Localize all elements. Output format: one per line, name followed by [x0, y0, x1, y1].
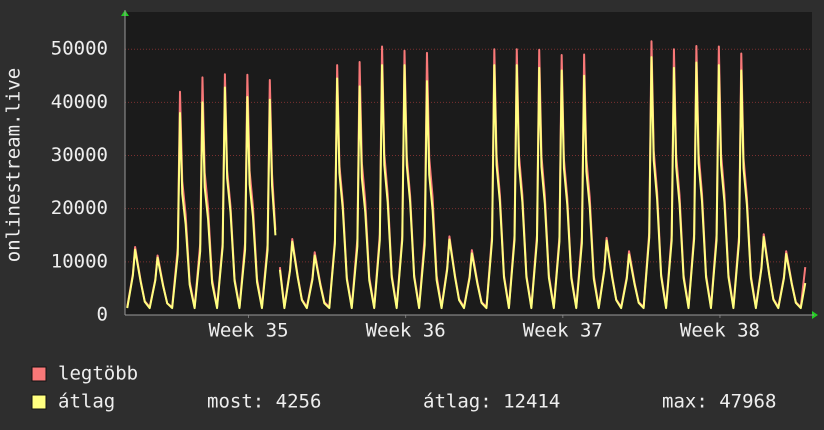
x-tick-label: Week 35: [208, 320, 288, 342]
x-tick-label: Week 37: [523, 320, 603, 342]
y-tick-label: 40000: [51, 91, 108, 113]
x-tick-label: Week 38: [680, 320, 760, 342]
y-tick-label: 20000: [51, 197, 108, 219]
y-tick-label: 30000: [51, 144, 108, 166]
y-tick-label: 50000: [51, 38, 108, 60]
y-axis-label: onlinestream.live: [3, 68, 25, 262]
y-tick-label: 10000: [51, 250, 108, 272]
legend-swatch: [31, 394, 47, 410]
x-tick-label: Week 36: [366, 320, 446, 342]
x-arrow: [812, 311, 818, 319]
legend-label: átlag: [58, 391, 115, 413]
y-tick-label: 0: [97, 304, 108, 326]
stat: max: 47968: [662, 391, 776, 413]
stat: átlag: 12414: [423, 391, 560, 413]
legend-swatch: [31, 366, 47, 382]
series-line: [126, 56, 807, 310]
legend-label: legtöbb: [58, 363, 138, 385]
stat: most: 4256: [207, 391, 321, 413]
plot-area: [125, 12, 812, 315]
